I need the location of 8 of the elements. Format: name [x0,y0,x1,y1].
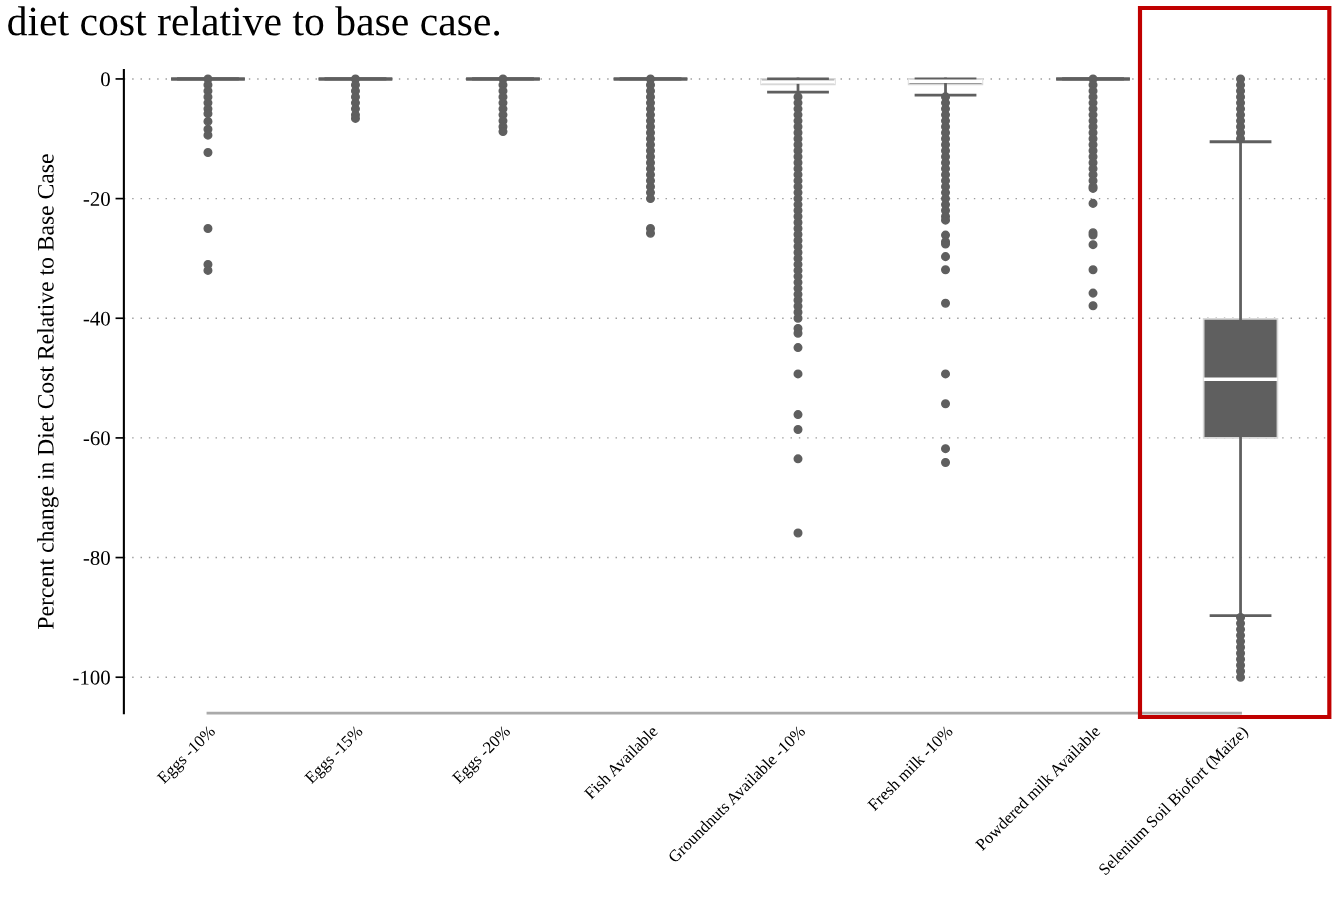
y-tick-label: -20 [83,191,110,207]
y-axis-title: Percent change in Diet Cost Relative to Base Case [37,154,59,629]
chart-title: diet cost relative to base case. [8,6,500,36]
y-tick-label: -60 [83,431,110,446]
y-tick-label: 0 [101,72,110,87]
y-tick-label: -100 [73,670,110,685]
y-tick-label: -80 [83,550,110,565]
y-tick-label: -40 [83,311,110,326]
